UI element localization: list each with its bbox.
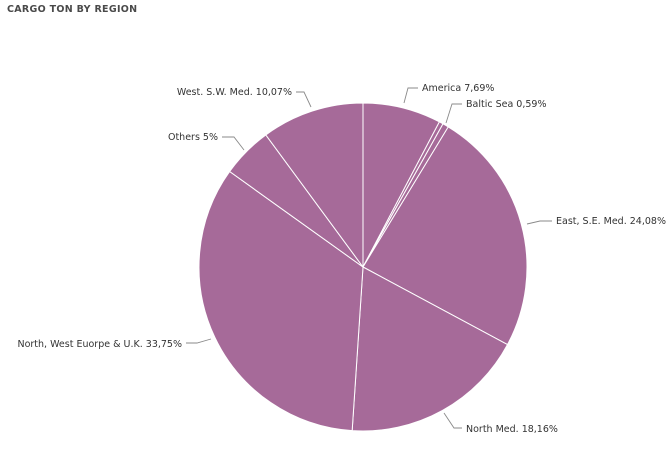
pie-slice-east-s-e-med[interactable] [362,126,528,346]
leader-line-others [222,136,245,151]
data-label-others: Others 5% [168,132,218,143]
data-label-north-west-euorpe-u-k: North, West Euorpe & U.K. 33,75% [17,339,182,350]
pie-slice-west-s-w-med[interactable] [265,102,364,269]
data-label-baltic-sea: Baltic Sea 0,59% [466,99,546,110]
chart-title: CARGO TON BY REGION [7,4,138,15]
leader-line-baltic-sea [445,103,462,124]
data-label-east-s-e-med: East, S.E. Med. 24,08% [556,216,666,227]
leader-line-west-s-w-med [296,91,312,108]
data-label-america: America 7,69% [422,83,494,94]
leader-line-north-med [443,412,462,429]
data-label-west-s-w-med: West. S.W. Med. 10,07% [177,87,292,98]
leader-line-east-s-e-med [526,220,552,225]
pie-slice-north-med[interactable] [351,266,509,432]
pie-slice-north-west-euorpe-u-k[interactable] [198,170,364,432]
leader-line-north-west-euorpe-u-k [186,338,212,344]
leader-line-america [403,87,418,104]
data-label-north-med: North Med. 18,16% [466,424,558,435]
